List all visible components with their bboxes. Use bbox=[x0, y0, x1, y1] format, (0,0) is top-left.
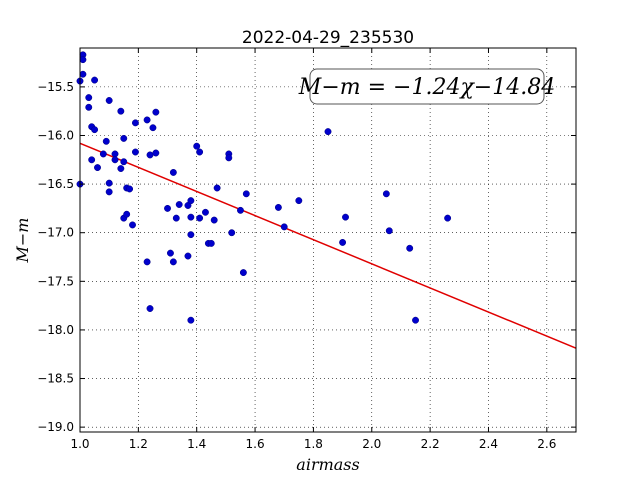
data-point bbox=[91, 76, 99, 84]
data-point bbox=[88, 156, 96, 164]
data-point bbox=[131, 119, 139, 127]
data-point bbox=[152, 108, 160, 116]
data-point bbox=[406, 244, 414, 252]
data-point bbox=[175, 201, 183, 208]
data-point bbox=[412, 316, 419, 324]
data-point bbox=[111, 156, 119, 164]
x-tick-label: 1.4 bbox=[187, 437, 206, 451]
data-point bbox=[172, 214, 180, 222]
data-point bbox=[242, 190, 250, 198]
data-point bbox=[117, 107, 125, 115]
x-axis-label: airmass bbox=[296, 455, 359, 474]
data-point bbox=[324, 128, 332, 136]
data-point bbox=[123, 210, 131, 218]
data-point bbox=[105, 97, 113, 104]
data-point bbox=[126, 185, 134, 193]
data-point bbox=[187, 231, 195, 239]
data-point bbox=[187, 213, 195, 221]
data-point bbox=[143, 258, 151, 266]
y-tick-label: −19.0 bbox=[37, 420, 74, 434]
y-tick-labels: −15.5 −16.0 −16.5 −17.0 −17.5 −18.0 −18.5 −19.0 bbox=[37, 80, 74, 434]
data-point bbox=[280, 223, 288, 231]
fit-line bbox=[79, 142, 577, 349]
data-point bbox=[94, 164, 101, 172]
data-point bbox=[149, 124, 157, 132]
chart-title: 2022-04-29_235530 bbox=[242, 28, 414, 48]
data-point bbox=[131, 148, 139, 156]
data-point bbox=[169, 258, 177, 266]
data-point bbox=[228, 229, 236, 237]
y-tick-label: −18.0 bbox=[37, 323, 74, 337]
y-tick-label: −16.0 bbox=[37, 128, 74, 142]
x-tick-label: 1.2 bbox=[129, 437, 148, 451]
x-tick-label: 2.0 bbox=[362, 437, 381, 451]
data-point bbox=[187, 316, 195, 324]
data-point bbox=[146, 151, 154, 159]
data-point bbox=[99, 150, 107, 158]
data-point bbox=[339, 238, 347, 246]
data-point bbox=[169, 168, 177, 176]
data-point bbox=[105, 179, 113, 187]
data-point bbox=[79, 56, 87, 64]
data-point bbox=[342, 213, 349, 221]
data-point bbox=[196, 148, 204, 156]
plot-frame bbox=[79, 47, 577, 433]
equation-frame bbox=[309, 68, 545, 105]
y-tick-label: −17.0 bbox=[37, 226, 74, 240]
grid bbox=[79, 48, 576, 432]
data-point bbox=[143, 116, 151, 124]
y-tick-label: −15.5 bbox=[37, 80, 74, 94]
axis-ticks bbox=[79, 48, 576, 432]
data-point bbox=[239, 269, 247, 277]
data-point bbox=[102, 137, 110, 145]
data-point bbox=[202, 208, 209, 216]
data-point bbox=[111, 150, 119, 158]
data-point bbox=[187, 197, 195, 205]
x-tick-label: 1.8 bbox=[304, 437, 323, 451]
data-point bbox=[225, 154, 233, 162]
x-tick-label: 2.6 bbox=[537, 437, 556, 451]
y-tick-label: −16.5 bbox=[37, 177, 74, 191]
data-point bbox=[210, 216, 218, 224]
data-point bbox=[91, 126, 99, 134]
data-point bbox=[120, 158, 128, 166]
data-point bbox=[237, 206, 244, 214]
data-point bbox=[146, 305, 154, 312]
data-point bbox=[85, 94, 93, 102]
data-point bbox=[196, 214, 204, 222]
data-point bbox=[129, 221, 136, 229]
fit-equation: M−m = −1.24χ−14.84 bbox=[298, 75, 555, 100]
data-point bbox=[152, 149, 160, 157]
data-point bbox=[164, 204, 171, 212]
data-point bbox=[274, 203, 282, 211]
x-tick-labels: 1.0 1.2 1.4 1.6 1.8 2.0 2.2 2.4 2.6 bbox=[70, 437, 556, 451]
x-tick-label: 2.2 bbox=[421, 437, 440, 451]
data-point bbox=[105, 188, 113, 196]
data-point bbox=[193, 142, 201, 150]
data-point bbox=[166, 249, 174, 257]
data-point bbox=[382, 190, 390, 198]
data-point bbox=[295, 197, 303, 205]
data-point bbox=[207, 239, 215, 247]
data-point bbox=[120, 134, 128, 142]
y-axis-label: M−m bbox=[13, 218, 32, 264]
data-point bbox=[85, 103, 93, 111]
y-tick-label: −18.5 bbox=[37, 372, 74, 386]
x-tick-label: 1.0 bbox=[70, 437, 89, 451]
data-point bbox=[117, 165, 125, 172]
data-point bbox=[385, 227, 393, 235]
equation-box: M−m = −1.24χ−14.84 bbox=[298, 68, 555, 105]
data-point bbox=[79, 70, 87, 78]
data-point bbox=[184, 252, 192, 260]
x-tick-label: 2.4 bbox=[479, 437, 498, 451]
data-point bbox=[213, 184, 221, 192]
data-point bbox=[444, 214, 452, 222]
y-tick-label: −17.5 bbox=[37, 274, 74, 288]
x-tick-label: 1.6 bbox=[246, 437, 265, 451]
